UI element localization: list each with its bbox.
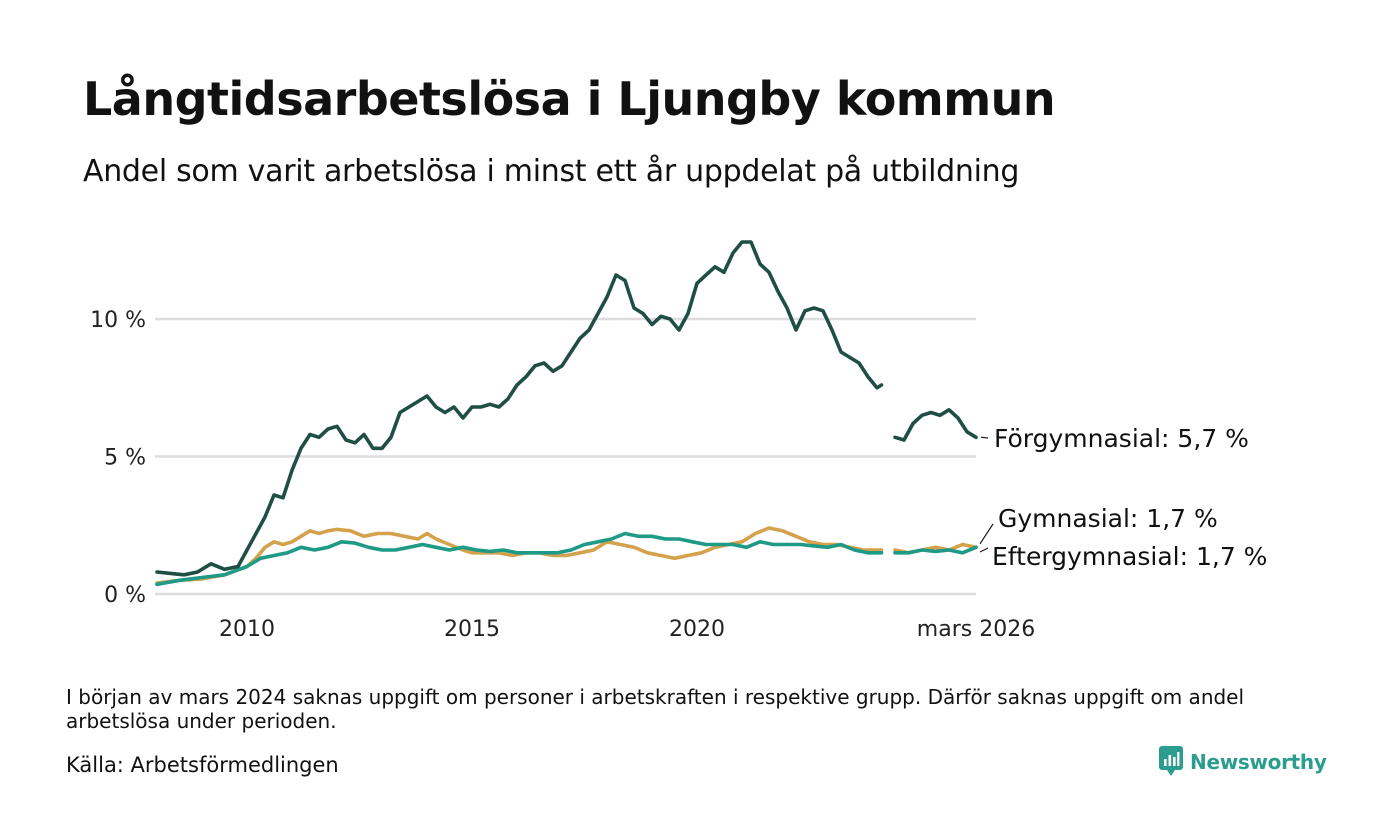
series-lines [155,240,978,587]
x-axis-ticks: 2010 2015 2020 mars 2026 [219,617,1035,642]
x-tick-label: 2010 [219,617,275,642]
label-leader-gymnasial [979,523,994,545]
label-leader-eftergymnasial [979,547,989,553]
chart-source: Källa: Arbetsförmedlingen [66,753,339,777]
series-line-förgymnasial-0 [155,240,884,577]
y-tick-label: 10 % [90,308,146,333]
newsworthy-logo-text: Newsworthy [1190,750,1327,774]
y-tick-label: 0 % [104,583,146,608]
series-label-gymnasial: Gymnasial: 1,7 % [998,504,1218,533]
series-label-eftergymnasial: Eftergymnasial: 1,7 % [992,542,1267,571]
line-chart: 0 % 5 % 10 % 2010 2015 2020 mars 2026 Förgymn… [90,240,1267,642]
series-line-eftergymnasial-1 [893,545,978,555]
chart-title: Långtidsarbetslösa i Ljungby kommun [83,72,1056,126]
x-tick-label: mars 2026 [917,617,1035,642]
series-line-förgymnasial-1 [893,408,978,442]
grid-lines [155,317,976,596]
series-end-labels: Förgymnasial: 5,7 % Gymnasial: 1,7 % Efter… [979,424,1267,571]
x-tick-label: 2020 [669,617,725,642]
newsworthy-logo: Newsworthy [1158,745,1327,779]
series-line-eftergymnasial-0 [155,531,884,587]
y-axis-ticks: 0 % 5 % 10 % [90,308,146,608]
series-line-gymnasial-0 [155,526,884,585]
chart-subtitle: Andel som varit arbetslösa i minst ett å… [83,154,1020,189]
newsworthy-logo-icon [1159,746,1183,776]
series-label-förgymnasial: Förgymnasial: 5,7 % [994,424,1249,453]
y-tick-label: 5 % [104,446,146,471]
label-leader-förgymnasial [980,436,989,439]
chart-footnote: I början av mars 2024 saknas uppgift om … [66,685,1245,733]
x-tick-label: 2015 [444,617,500,642]
